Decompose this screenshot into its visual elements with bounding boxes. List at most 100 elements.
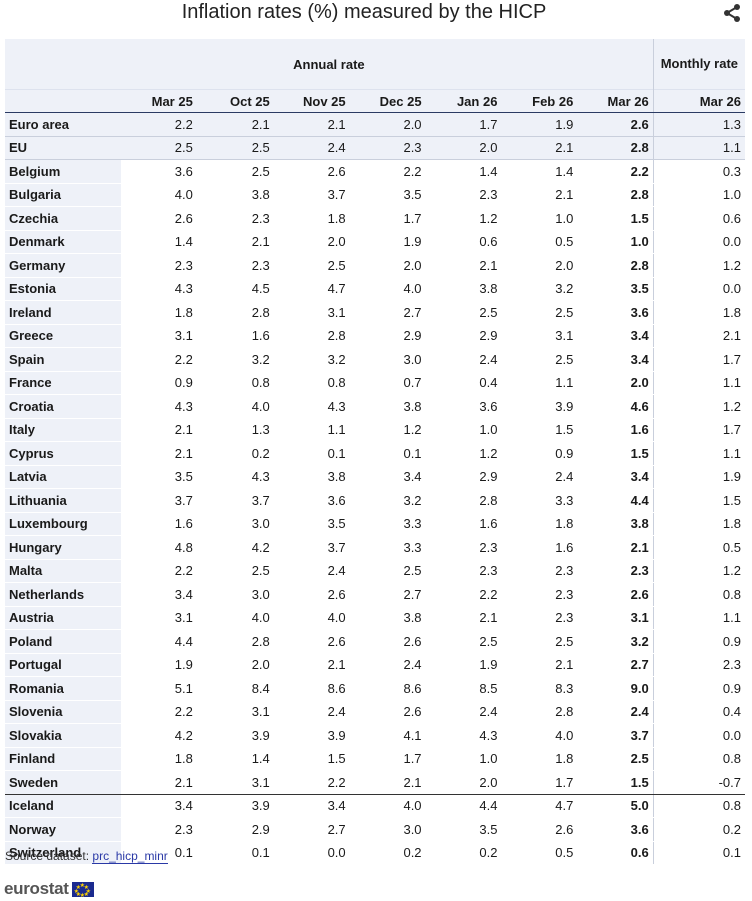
value-cell: 3.5	[425, 817, 502, 842]
value-cell: 4.0	[349, 794, 426, 818]
value-cell: 0.2	[196, 441, 274, 466]
country-name: Netherlands	[5, 582, 121, 607]
value-cell: 3.4	[577, 324, 654, 348]
value-cell: 1.6	[425, 512, 502, 536]
value-cell: 3.2	[577, 629, 654, 654]
table-row: Iceland 3.4 3.9 3.4 4.0 4.4 4.7 5.0 0.8	[5, 794, 745, 818]
table-row: Sweden 2.1 3.1 2.2 2.1 2.0 1.7 1.5 -0.7	[5, 770, 745, 795]
value-cell: 1.4	[120, 230, 197, 254]
value-cell: 2.8	[577, 183, 654, 207]
table-row: Belgium 3.6 2.5 2.6 2.2 1.4 1.4 2.2 0.3	[5, 159, 745, 184]
value-cell: 2.5	[196, 159, 274, 184]
value-cell: 2.4	[577, 700, 654, 724]
value-cell: 4.3	[196, 465, 274, 489]
value-cell: 2.5	[273, 253, 350, 278]
value-cell: 0.5	[652, 535, 745, 560]
value-cell: 3.0	[196, 512, 274, 536]
value-cell: 4.4	[120, 629, 197, 654]
value-cell: 3.7	[577, 723, 654, 748]
table-row: Latvia 3.5 4.3 3.8 3.4 2.9 2.4 3.4 1.9	[5, 465, 745, 489]
table-row: Ireland 1.8 2.8 3.1 2.7 2.5 2.5 3.6 1.8	[5, 300, 745, 325]
value-cell: 4.0	[120, 183, 197, 207]
value-cell: 0.3	[652, 159, 745, 184]
value-cell: 2.7	[273, 817, 350, 842]
value-cell: 2.6	[273, 582, 350, 607]
value-cell: 2.5	[501, 347, 578, 372]
country-name: Portugal	[5, 653, 121, 677]
country-name: Ireland	[5, 300, 121, 325]
value-cell: 1.6	[120, 512, 197, 536]
header-country	[5, 89, 121, 113]
value-cell: 2.3	[501, 582, 578, 607]
value-cell: 2.7	[349, 300, 426, 325]
share-icon[interactable]	[722, 3, 742, 23]
value-cell: 1.8	[273, 206, 350, 231]
value-cell: 2.2	[349, 159, 426, 184]
value-cell: 2.5	[349, 559, 426, 583]
country-name: Norway	[5, 817, 121, 842]
value-cell: 1.0	[425, 747, 502, 771]
value-cell: 1.8	[501, 512, 578, 536]
value-cell: 0.1	[120, 841, 197, 865]
value-cell: 2.3	[652, 653, 745, 677]
value-cell: 1.8	[120, 747, 197, 771]
table-row: Finland 1.8 1.4 1.5 1.7 1.0 1.8 2.5 0.8	[5, 747, 745, 771]
value-cell: 0.9	[652, 629, 745, 654]
value-cell: 1.9	[349, 230, 426, 254]
table-row: Cyprus 2.1 0.2 0.1 0.1 1.2 0.9 1.5 1.1	[5, 441, 745, 466]
value-cell: 2.3	[196, 206, 274, 231]
value-cell: 3.4	[577, 347, 654, 372]
value-cell: 2.1	[501, 653, 578, 677]
value-cell: 2.3	[349, 136, 426, 160]
value-cell: 0.1	[196, 841, 274, 865]
value-cell: 0.8	[652, 582, 745, 607]
value-cell: 1.6	[577, 418, 654, 442]
value-cell: 3.1	[273, 300, 350, 325]
value-cell: 3.8	[425, 277, 502, 301]
value-cell: 1.1	[652, 441, 745, 466]
value-cell: 0.6	[652, 206, 745, 231]
source-dataset-link[interactable]: prc_hicp_minr	[92, 849, 168, 864]
value-cell: 2.7	[349, 582, 426, 607]
value-cell: 2.1	[349, 770, 426, 795]
value-cell: 1.0	[577, 230, 654, 254]
country-name: Czechia	[5, 206, 121, 231]
value-cell: 3.5	[273, 512, 350, 536]
value-cell: 5.1	[120, 676, 197, 701]
source-line: Source dataset: prc_hicp_minr	[5, 849, 168, 864]
country-name: Sweden	[5, 770, 121, 795]
value-cell: 1.2	[425, 206, 502, 231]
value-cell: 2.1	[196, 112, 274, 137]
value-cell: 2.0	[501, 253, 578, 278]
value-cell: 2.5	[501, 300, 578, 325]
country-name: Finland	[5, 747, 121, 771]
value-cell: 2.1	[425, 253, 502, 278]
table-row: Norway 2.3 2.9 2.7 3.0 3.5 2.6 3.6 0.2	[5, 817, 745, 842]
table-row: Netherlands 3.4 3.0 2.6 2.7 2.2 2.3 2.6 0.8	[5, 582, 745, 607]
table-row: Czechia 2.6 2.3 1.8 1.7 1.2 1.0 1.5 0.6	[5, 206, 745, 231]
country-name: Belgium	[5, 159, 121, 184]
value-cell: 2.3	[577, 559, 654, 583]
country-name: Slovenia	[5, 700, 121, 724]
eu-flag-icon: ★ ★ ★ ★ ★ ★ ★ ★	[71, 881, 94, 899]
country-name: Iceland	[5, 794, 121, 818]
value-cell: 0.0	[652, 230, 745, 254]
country-name: France	[5, 371, 121, 395]
table-row: Switzerland 0.1 0.1 0.0 0.2 0.2 0.5 0.6 0.1	[5, 841, 745, 865]
value-cell: 2.8	[273, 324, 350, 348]
value-cell: 3.6	[577, 817, 654, 842]
value-cell: 5.0	[577, 794, 654, 818]
column-header-4: Jan 26	[425, 89, 502, 113]
value-cell: 4.0	[349, 277, 426, 301]
value-cell: 4.3	[273, 394, 350, 419]
value-cell: 0.8	[196, 371, 274, 395]
value-cell: 1.5	[273, 747, 350, 771]
value-cell: 2.1	[577, 535, 654, 560]
value-cell: 2.7	[577, 653, 654, 677]
table-row: Euro area 2.2 2.1 2.1 2.0 1.7 1.9 2.6 1.3	[5, 112, 745, 137]
value-cell: 1.4	[501, 159, 578, 184]
value-cell: 1.7	[349, 747, 426, 771]
value-cell: 3.8	[349, 394, 426, 419]
value-cell: 0.0	[652, 723, 745, 748]
value-cell: 1.7	[501, 770, 578, 795]
